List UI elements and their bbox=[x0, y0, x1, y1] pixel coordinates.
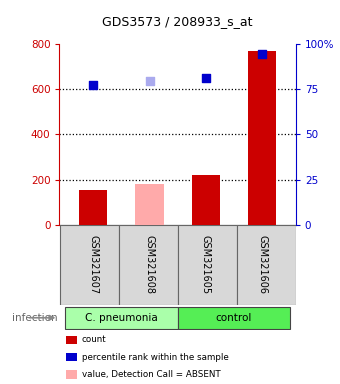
Bar bbox=[177, 225, 237, 305]
Text: GSM321605: GSM321605 bbox=[201, 235, 211, 295]
Text: infection: infection bbox=[12, 313, 57, 323]
Text: value, Detection Call = ABSENT: value, Detection Call = ABSENT bbox=[82, 370, 220, 379]
Bar bbox=[237, 225, 296, 305]
Bar bbox=[59, 225, 119, 305]
Point bbox=[90, 82, 96, 88]
Bar bbox=[79, 190, 107, 225]
Text: GSM321607: GSM321607 bbox=[88, 235, 98, 295]
Bar bbox=[119, 225, 177, 305]
Bar bbox=[135, 184, 164, 225]
Text: GDS3573 / 208933_s_at: GDS3573 / 208933_s_at bbox=[102, 15, 253, 28]
Text: percentile rank within the sample: percentile rank within the sample bbox=[82, 353, 228, 362]
Bar bbox=[65, 306, 177, 329]
Point bbox=[147, 78, 152, 84]
Text: control: control bbox=[216, 313, 252, 323]
Point bbox=[259, 51, 265, 57]
Text: C. pneumonia: C. pneumonia bbox=[85, 313, 158, 323]
Text: count: count bbox=[82, 335, 106, 344]
Bar bbox=[177, 306, 290, 329]
Bar bbox=[192, 175, 220, 225]
Point bbox=[203, 75, 208, 81]
Bar bbox=[248, 51, 276, 225]
Text: GSM321608: GSM321608 bbox=[144, 235, 154, 295]
Text: GSM321606: GSM321606 bbox=[257, 235, 267, 295]
